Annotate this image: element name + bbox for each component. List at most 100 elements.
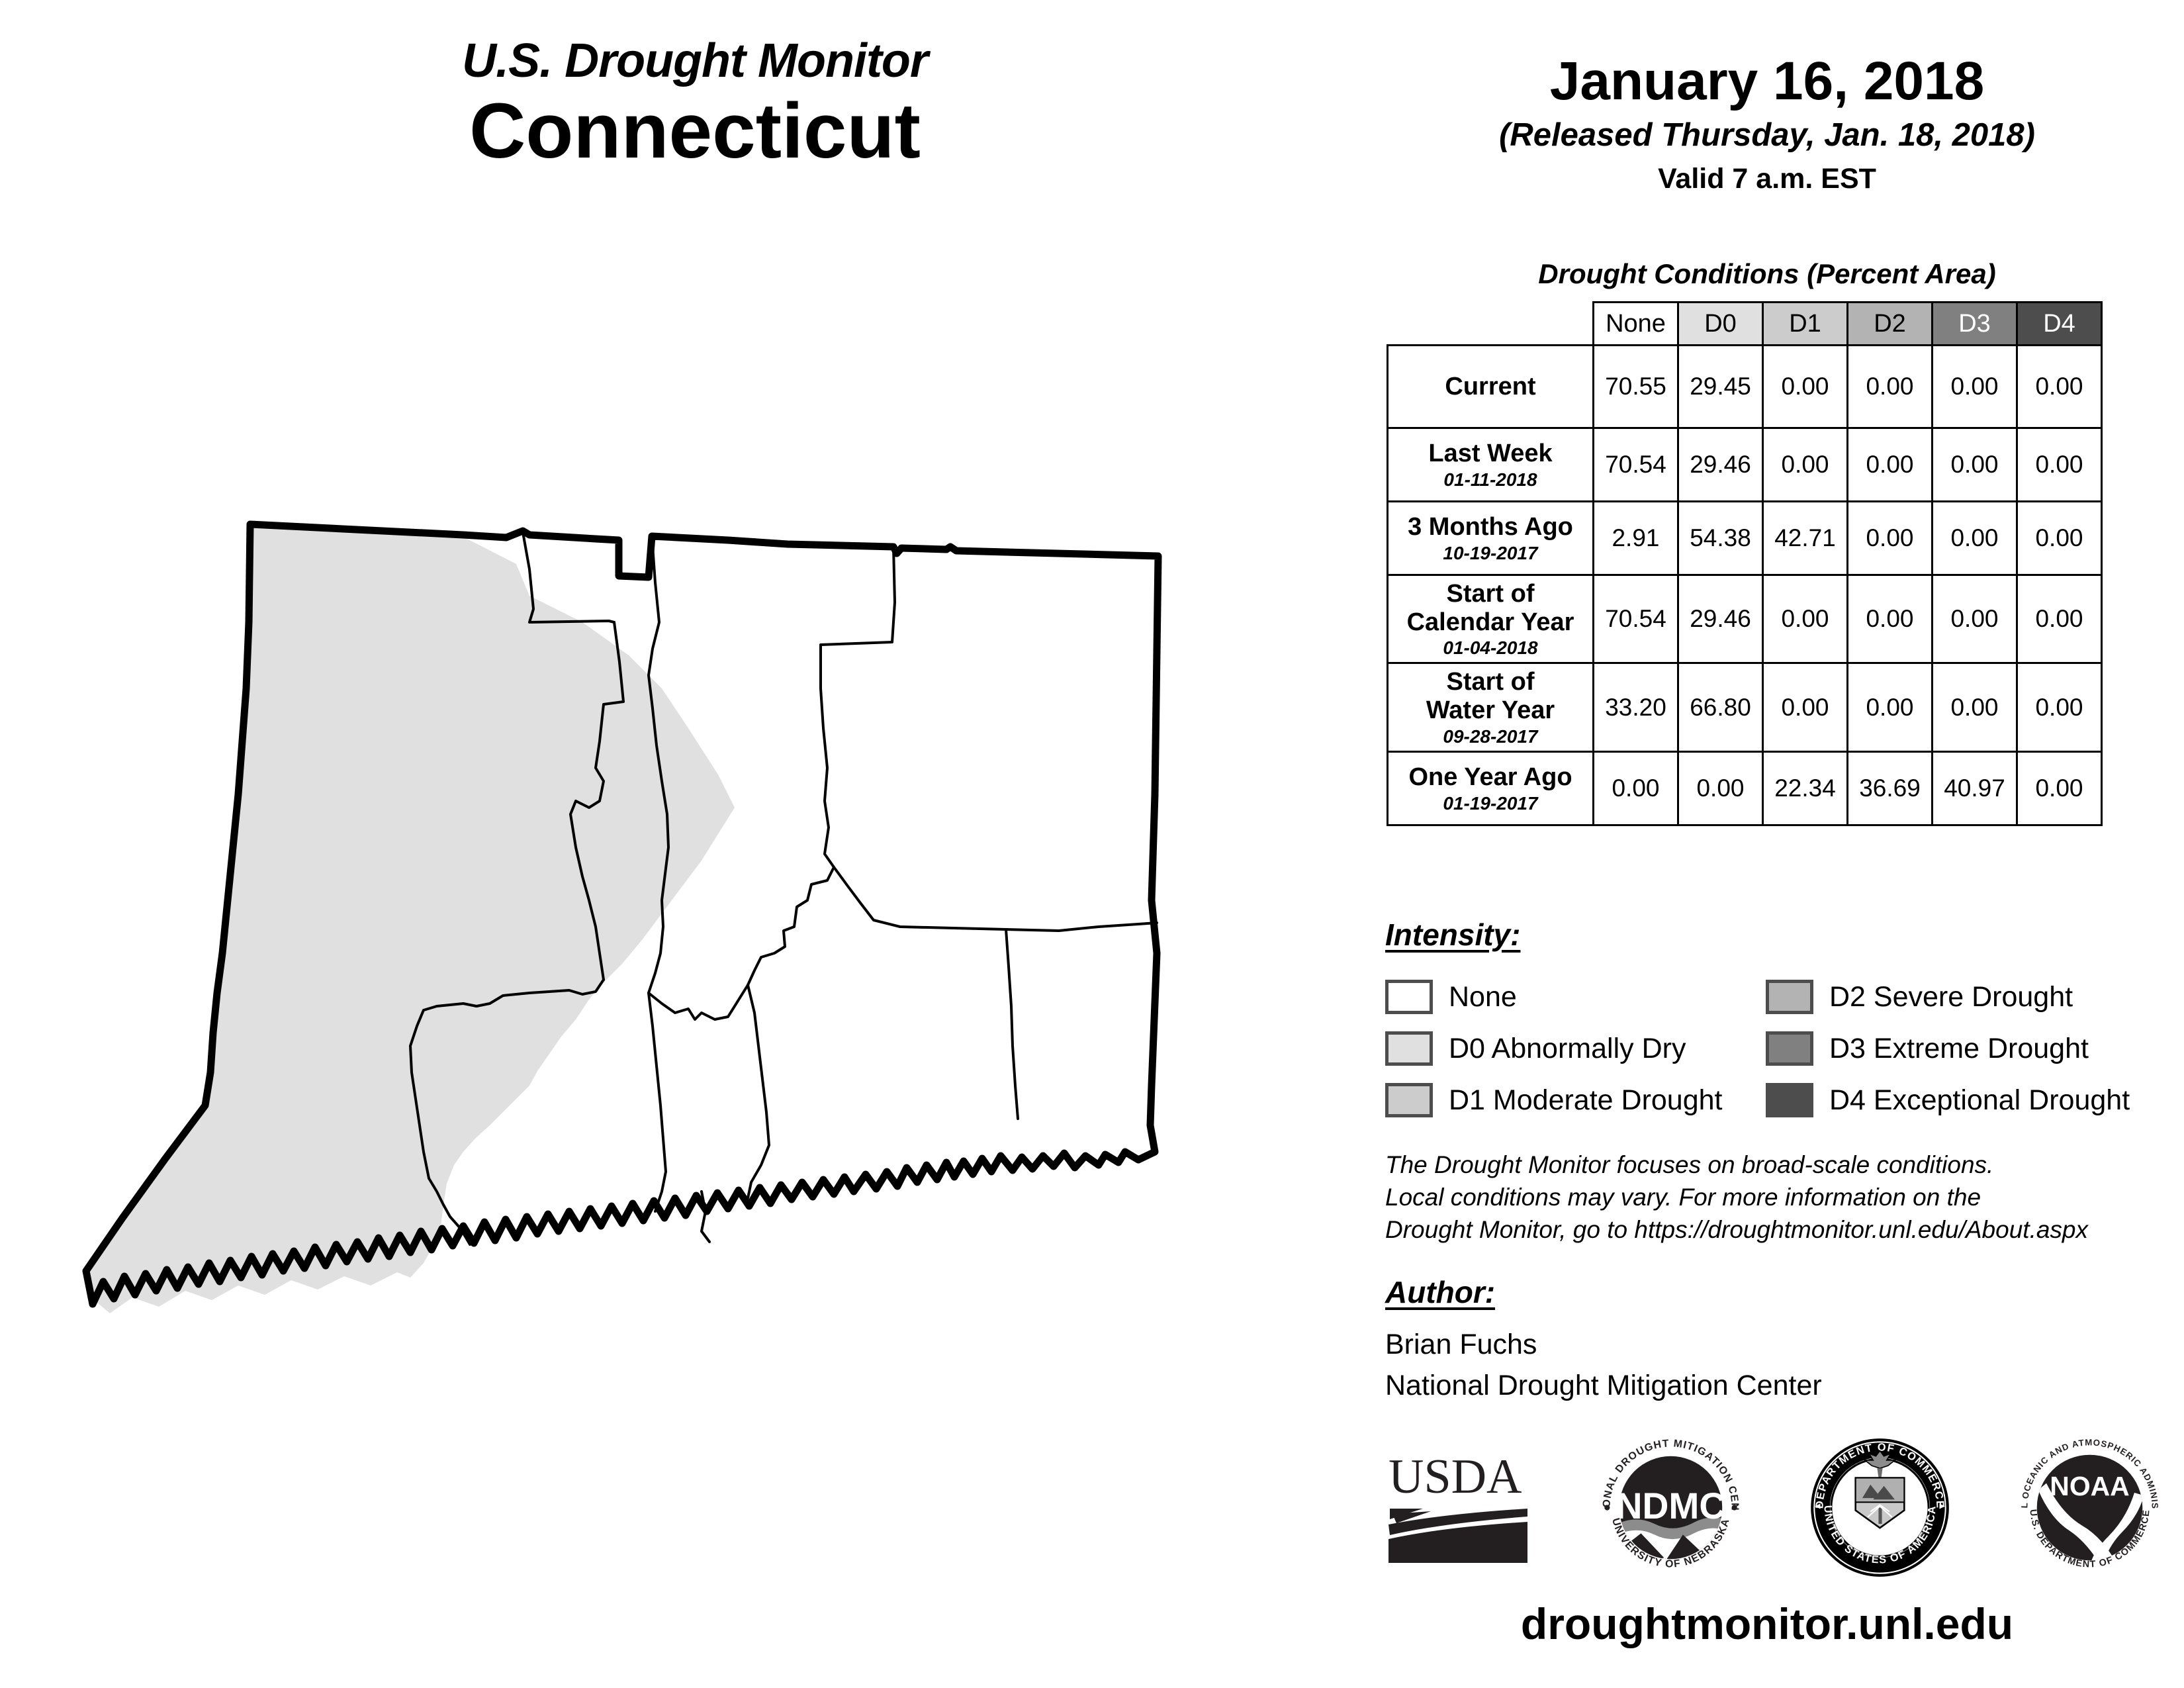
legend-label-d3: D3 Extreme Drought [1829, 1032, 2089, 1064]
county-boundaries [409, 531, 1158, 1246]
ndmc-logo: NDMC NATIONAL DROUGHT MITIGATION CENTER … [1592, 1425, 1745, 1585]
connecticut-drought-map [82, 520, 1287, 1313]
legend-swatch-d3 [1766, 1031, 1813, 1066]
cell-none: 33.20 [1592, 662, 1679, 753]
table-row: Start of Water Year 09-28-2017 33.20 66.8… [1387, 662, 2103, 753]
cell-d3: 0.00 [1931, 573, 2018, 665]
cell-d0: 29.46 [1677, 427, 1764, 502]
footer-url: droughtmonitor.unl.edu [1520, 1599, 2014, 1648]
cell-d2: 0.00 [1846, 500, 1933, 576]
cell-none: 0.00 [1592, 750, 1679, 826]
row-label-start-calendar-year: Start of Calendar Year 01-04-2018 [1387, 573, 1594, 665]
svg-text:NOAA: NOAA [2050, 1471, 2129, 1501]
disclaimer-line-3: Drought Monitor, go to https://droughtmo… [1385, 1216, 2088, 1244]
cell-d2: 0.00 [1846, 427, 1933, 502]
cell-d3: 0.00 [1931, 344, 2018, 429]
author-block: Brian Fuchs National Drought Mitigation … [1385, 1324, 1822, 1407]
cell-none: 70.54 [1592, 427, 1679, 502]
cell-d4: 0.00 [2016, 662, 2103, 753]
cell-d1: 0.00 [1762, 344, 1848, 429]
cell-d0: 29.46 [1677, 573, 1764, 665]
legend-label-none: None [1449, 980, 1517, 1013]
table-row: Start of Calendar Year 01-04-2018 70.54 2… [1387, 573, 2103, 665]
legend-swatch-d0 [1385, 1031, 1433, 1066]
legend-column-left: None D0 Abnormally Dry D1 Moderate Droug… [1385, 972, 1796, 1127]
legend-swatch-d2 [1766, 980, 1813, 1014]
legend-swatch-d4 [1766, 1083, 1813, 1117]
cell-d1: 22.34 [1762, 750, 1848, 826]
legend-label-d1: D1 Moderate Drought [1449, 1084, 1723, 1116]
legend-item-d3: D3 Extreme Drought [1766, 1023, 2176, 1074]
legend-item-d2: D2 Severe Drought [1766, 972, 2176, 1022]
noaa-logo: NOAA NATIONAL OCEANIC AND ATMOSPHERIC AD… [2011, 1425, 2164, 1585]
column-header-d0: D0 [1677, 301, 1764, 346]
cell-d4: 0.00 [2016, 500, 2103, 576]
table-row: 3 Months Ago 10-19-2017 2.91 54.38 42.71… [1387, 500, 2103, 576]
legend-column-right: D2 Severe Drought D3 Extreme Drought D4 … [1766, 972, 2176, 1127]
date-block: January 16, 2018 (Released Thursday, Jan… [1377, 51, 2158, 195]
map-container [66, 490, 1324, 1390]
cell-d1: 0.00 [1762, 427, 1848, 502]
column-header-none: None [1592, 301, 1679, 346]
state-title: Connecticut [469, 87, 921, 175]
column-header-d3: D3 [1931, 301, 2018, 346]
legend-swatch-d1 [1385, 1083, 1433, 1117]
column-header-d4: D4 [2016, 301, 2103, 346]
drought-conditions-table: None D0 D1 D2 D3 D4 Current 70.55 29.45 … [1387, 301, 2103, 826]
table-row: Last Week 01-11-2018 70.54 29.46 0.00 0.… [1387, 427, 2103, 502]
legend-item-d0: D0 Abnormally Dry [1385, 1023, 1796, 1074]
svg-text:NDMC: NDMC [1615, 1485, 1725, 1526]
state-outline [82, 520, 1162, 1308]
cell-d2: 0.00 [1846, 662, 1933, 753]
table-header-row: None D0 D1 D2 D3 D4 [1388, 301, 2103, 346]
author-name: Brian Fuchs [1385, 1329, 1537, 1360]
legend-item-d4: D4 Exceptional Drought [1766, 1075, 2176, 1125]
legend-item-d1: D1 Moderate Drought [1385, 1075, 1796, 1125]
cell-d3: 40.97 [1931, 750, 2018, 826]
logo-row: USDA NDMC NATIONAL DROUG [1383, 1425, 2164, 1585]
cell-none: 70.54 [1592, 573, 1679, 665]
cell-d0: 54.38 [1677, 500, 1764, 576]
cell-d3: 0.00 [1931, 662, 2018, 753]
legend-swatch-none [1385, 980, 1433, 1014]
author-affiliation: National Drought Mitigation Center [1385, 1370, 1822, 1402]
row-label-last-week: Last Week 01-11-2018 [1387, 427, 1594, 502]
row-label-date: 09-28-2017 [1443, 726, 1538, 747]
row-label-current: Current [1387, 344, 1594, 429]
table-caption: Drought Conditions (Percent Area) [1538, 258, 1996, 289]
disclaimer-line-2: Local conditions may vary. For more info… [1385, 1184, 1981, 1211]
cell-d4: 0.00 [2016, 427, 2103, 502]
row-label-one-year-ago: One Year Ago 01-19-2017 [1387, 750, 1594, 826]
row-label-date: 01-19-2017 [1443, 792, 1538, 814]
cell-none: 2.91 [1592, 500, 1679, 576]
cell-d4: 0.00 [2016, 573, 2103, 665]
row-label-text: One Year Ago [1408, 763, 1572, 791]
row-label-date: 10-19-2017 [1443, 542, 1538, 563]
cell-d1: 0.00 [1762, 573, 1848, 665]
row-label-text: Last Week [1428, 440, 1553, 468]
doc-seal-logo: DEPARTMENT OF COMMERCE UNITED STATES OF … [1805, 1433, 1954, 1585]
report-date: January 16, 2018 [1549, 51, 1985, 111]
map-region-d0 [86, 524, 735, 1313]
cell-d2: 0.00 [1846, 573, 1933, 665]
row-label-start-water-year: Start of Water Year 09-28-2017 [1387, 662, 1594, 753]
row-label-date: 01-11-2018 [1443, 469, 1537, 490]
cell-d0: 29.45 [1677, 344, 1764, 429]
svg-text:USDA: USDA [1388, 1450, 1522, 1504]
disclaimer: The Drought Monitor focuses on broad-sca… [1385, 1149, 2166, 1246]
intensity-heading: Intensity: [1385, 917, 1521, 952]
legend-label-d4: D4 Exceptional Drought [1829, 1084, 2130, 1116]
row-label-date: 01-04-2018 [1443, 637, 1538, 659]
cell-d2: 36.69 [1846, 750, 1933, 826]
legend-item-none: None [1385, 972, 1796, 1022]
row-label-text: Current [1445, 372, 1536, 400]
cell-d3: 0.00 [1931, 500, 2018, 576]
row-label-text: Start of Water Year [1426, 668, 1555, 724]
row-label-three-months-ago: 3 Months Ago 10-19-2017 [1387, 500, 1594, 576]
cell-d1: 42.71 [1762, 500, 1848, 576]
cell-d0: 0.00 [1677, 750, 1764, 826]
cell-none: 70.55 [1592, 344, 1679, 429]
page-title: U.S. Drought Monitor [462, 34, 929, 87]
cell-d3: 0.00 [1931, 427, 2018, 502]
usda-logo: USDA [1383, 1445, 1535, 1574]
